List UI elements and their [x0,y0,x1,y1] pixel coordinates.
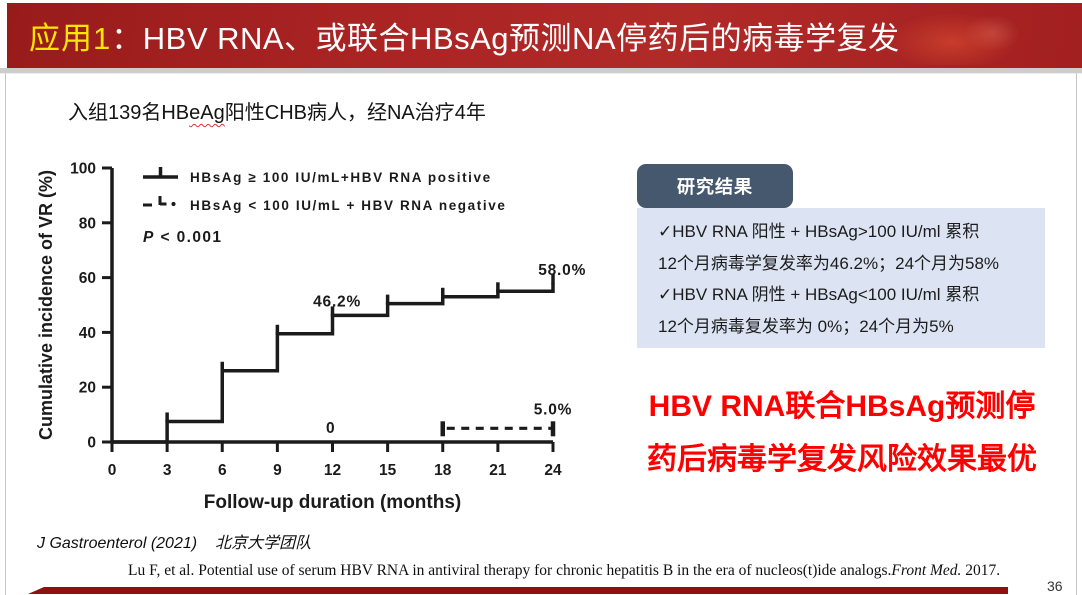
conclusion-text: HBV RNA联合HBsAg预测停 药后病毒学复发风险效果最优 [634,380,1050,486]
results-box: ✓HBV RNA 阳性 + HBsAg>100 IU/ml 累积 12个月病毒学… [637,208,1045,348]
subtitle: 入组139名HBeAg阳性CHB病人，经NA治疗4年 [68,96,486,125]
citation-journal: Front Med. [891,562,962,579]
y-axis-title: Cumulative incidence of VR (%) [36,170,56,440]
x-tick-label: 6 [218,462,227,479]
x-tick-label: 9 [273,462,282,479]
y-tick-label: 100 [70,161,96,178]
result-line: 12个月病毒复发率为 0%；24个月为5% [658,316,954,336]
subtitle-post: 阳性CHB病人，经NA治疗4年 [224,102,486,124]
result-line: ✓HBV RNA 阴性 + HBsAg<100 IU/ml 累积 [658,285,980,304]
legend-label: HBsAg < 100 IU/mL + HBV RNA negative [190,198,506,213]
source-team: 北京大学团队 [215,535,312,552]
citation-year: 2017. [965,562,1001,579]
source-line: J Gastroenterol (2021) 北京大学团队 [37,529,311,553]
y-tick-label: 60 [79,270,96,287]
y-tick-label: 0 [87,435,96,452]
x-tick-label: 15 [379,462,397,479]
slide-right-border [1076,73,1077,595]
source-journal: J Gastroenterol (2021) [37,535,198,552]
citation-line: Lu F, et al. Potential use of serum HBV … [128,562,1000,580]
subtitle-pre: 入组139名HB [68,102,190,124]
data-label: 5.0% [534,402,573,419]
footer-accent-bar [28,587,1008,594]
slide-left-border [5,73,6,595]
title-prefix: 应用1 [29,21,112,56]
title-bar: 应用1 ：HBV RNA、或联合HBsAg预测NA停药后的病毒学复发 [7,3,1082,68]
x-tick-label: 24 [544,462,562,479]
results-badge: 研究结果 [637,164,793,208]
result-line: ✓HBV RNA 阳性 + HBsAg>100 IU/ml 累积 [658,222,980,241]
x-tick-label: 18 [434,462,452,479]
km-chart: 0 20 40 60 80 100 0 3 6 9 12 15 18 21 24 Follow-up dura… [30,140,594,525]
x-tick-label: 3 [163,462,172,479]
x-tick-label: 0 [108,462,117,479]
data-label: 58.0% [538,262,586,279]
conclusion-line-2: 药后病毒学复发风险效果最优 [647,443,1037,476]
x-axis-title: Follow-up duration (months) [204,492,462,513]
data-label: 46.2% [313,293,361,310]
km-chart-svg: 0 20 40 60 80 100 0 3 6 9 12 15 18 21 24 Follow-up dura… [36,161,586,514]
legend-dot-icon [171,201,176,207]
citation-text: Lu F, et al. Potential use of serum HBV … [128,562,892,579]
x-tick-label: 12 [324,462,341,479]
data-label: 0 [326,420,335,437]
p-value-label: P < 0.001 [143,229,222,246]
y-tick-label: 20 [79,380,96,397]
title-divider [0,68,1082,74]
x-tick-label: 21 [489,462,507,479]
subtitle-spellcheck-segment: eAg [189,102,225,124]
page-number: 36 [1047,578,1063,594]
y-tick-label: 80 [79,215,96,232]
page-title: ：HBV RNA、或联合HBsAg预测NA停药后的病毒学复发 [111,21,900,56]
conclusion-line-1: HBV RNA联合HBsAg预测停 [648,390,1036,423]
legend-label: HBsAg ≥ 100 IU/mL+HBV RNA positive [190,170,492,185]
result-line: 12个月病毒学复发率为46.2%；24个月为58% [658,253,1000,273]
y-tick-label: 40 [79,325,96,342]
